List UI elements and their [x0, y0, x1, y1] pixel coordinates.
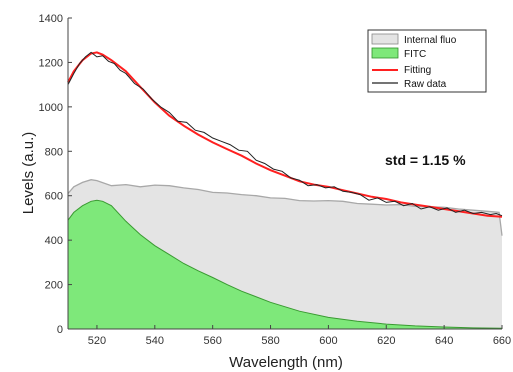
y-tick-label: 200	[45, 280, 63, 292]
y-axis-label: Levels (a.u.)	[20, 132, 37, 215]
line-fitting	[67, 51, 503, 218]
y-tick-label: 1000	[39, 102, 63, 114]
x-tick-label: 660	[493, 335, 511, 347]
x-tick-label: 600	[319, 335, 337, 347]
x-tick-label: 640	[435, 335, 453, 347]
x-tick-label: 540	[146, 335, 164, 347]
y-tick-label: 1200	[39, 57, 63, 69]
line-fitc	[67, 199, 503, 329]
x-tick-label: 520	[88, 335, 106, 347]
legend-label-internal-fluo: Internal fluo	[404, 35, 457, 46]
x-tick-label: 620	[377, 335, 395, 347]
y-tick-label: 1400	[39, 13, 63, 25]
legend-swatch-internal-fluo	[371, 33, 399, 45]
legend-label-raw-data: Raw data	[404, 79, 447, 90]
y-tick-label: 400	[45, 235, 63, 247]
area-fitc	[68, 200, 502, 329]
x-tick-label: 560	[203, 335, 221, 347]
y-tick-label: 800	[45, 146, 63, 158]
x-axis-label: Wavelength (nm)	[229, 354, 343, 371]
x-tick-label: 580	[261, 335, 279, 347]
line-raw-data	[67, 51, 503, 217]
y-tick-label: 600	[45, 191, 63, 203]
legend: Internal fluo FITC Fitting Raw data	[367, 29, 487, 93]
legend-swatch-fitc	[371, 47, 399, 59]
y-tick-label: 0	[57, 324, 63, 336]
axes	[67, 17, 503, 330]
legend-label-fitting: Fitting	[404, 65, 431, 76]
plot-area	[67, 51, 503, 329]
tick-labels: 0 200 400 600 800 1000 1200 1400 520 540 560 580 600…	[39, 13, 512, 347]
legend-label-fitc: FITC	[404, 49, 426, 60]
std-annotation: std = 1.15 %	[385, 152, 466, 168]
